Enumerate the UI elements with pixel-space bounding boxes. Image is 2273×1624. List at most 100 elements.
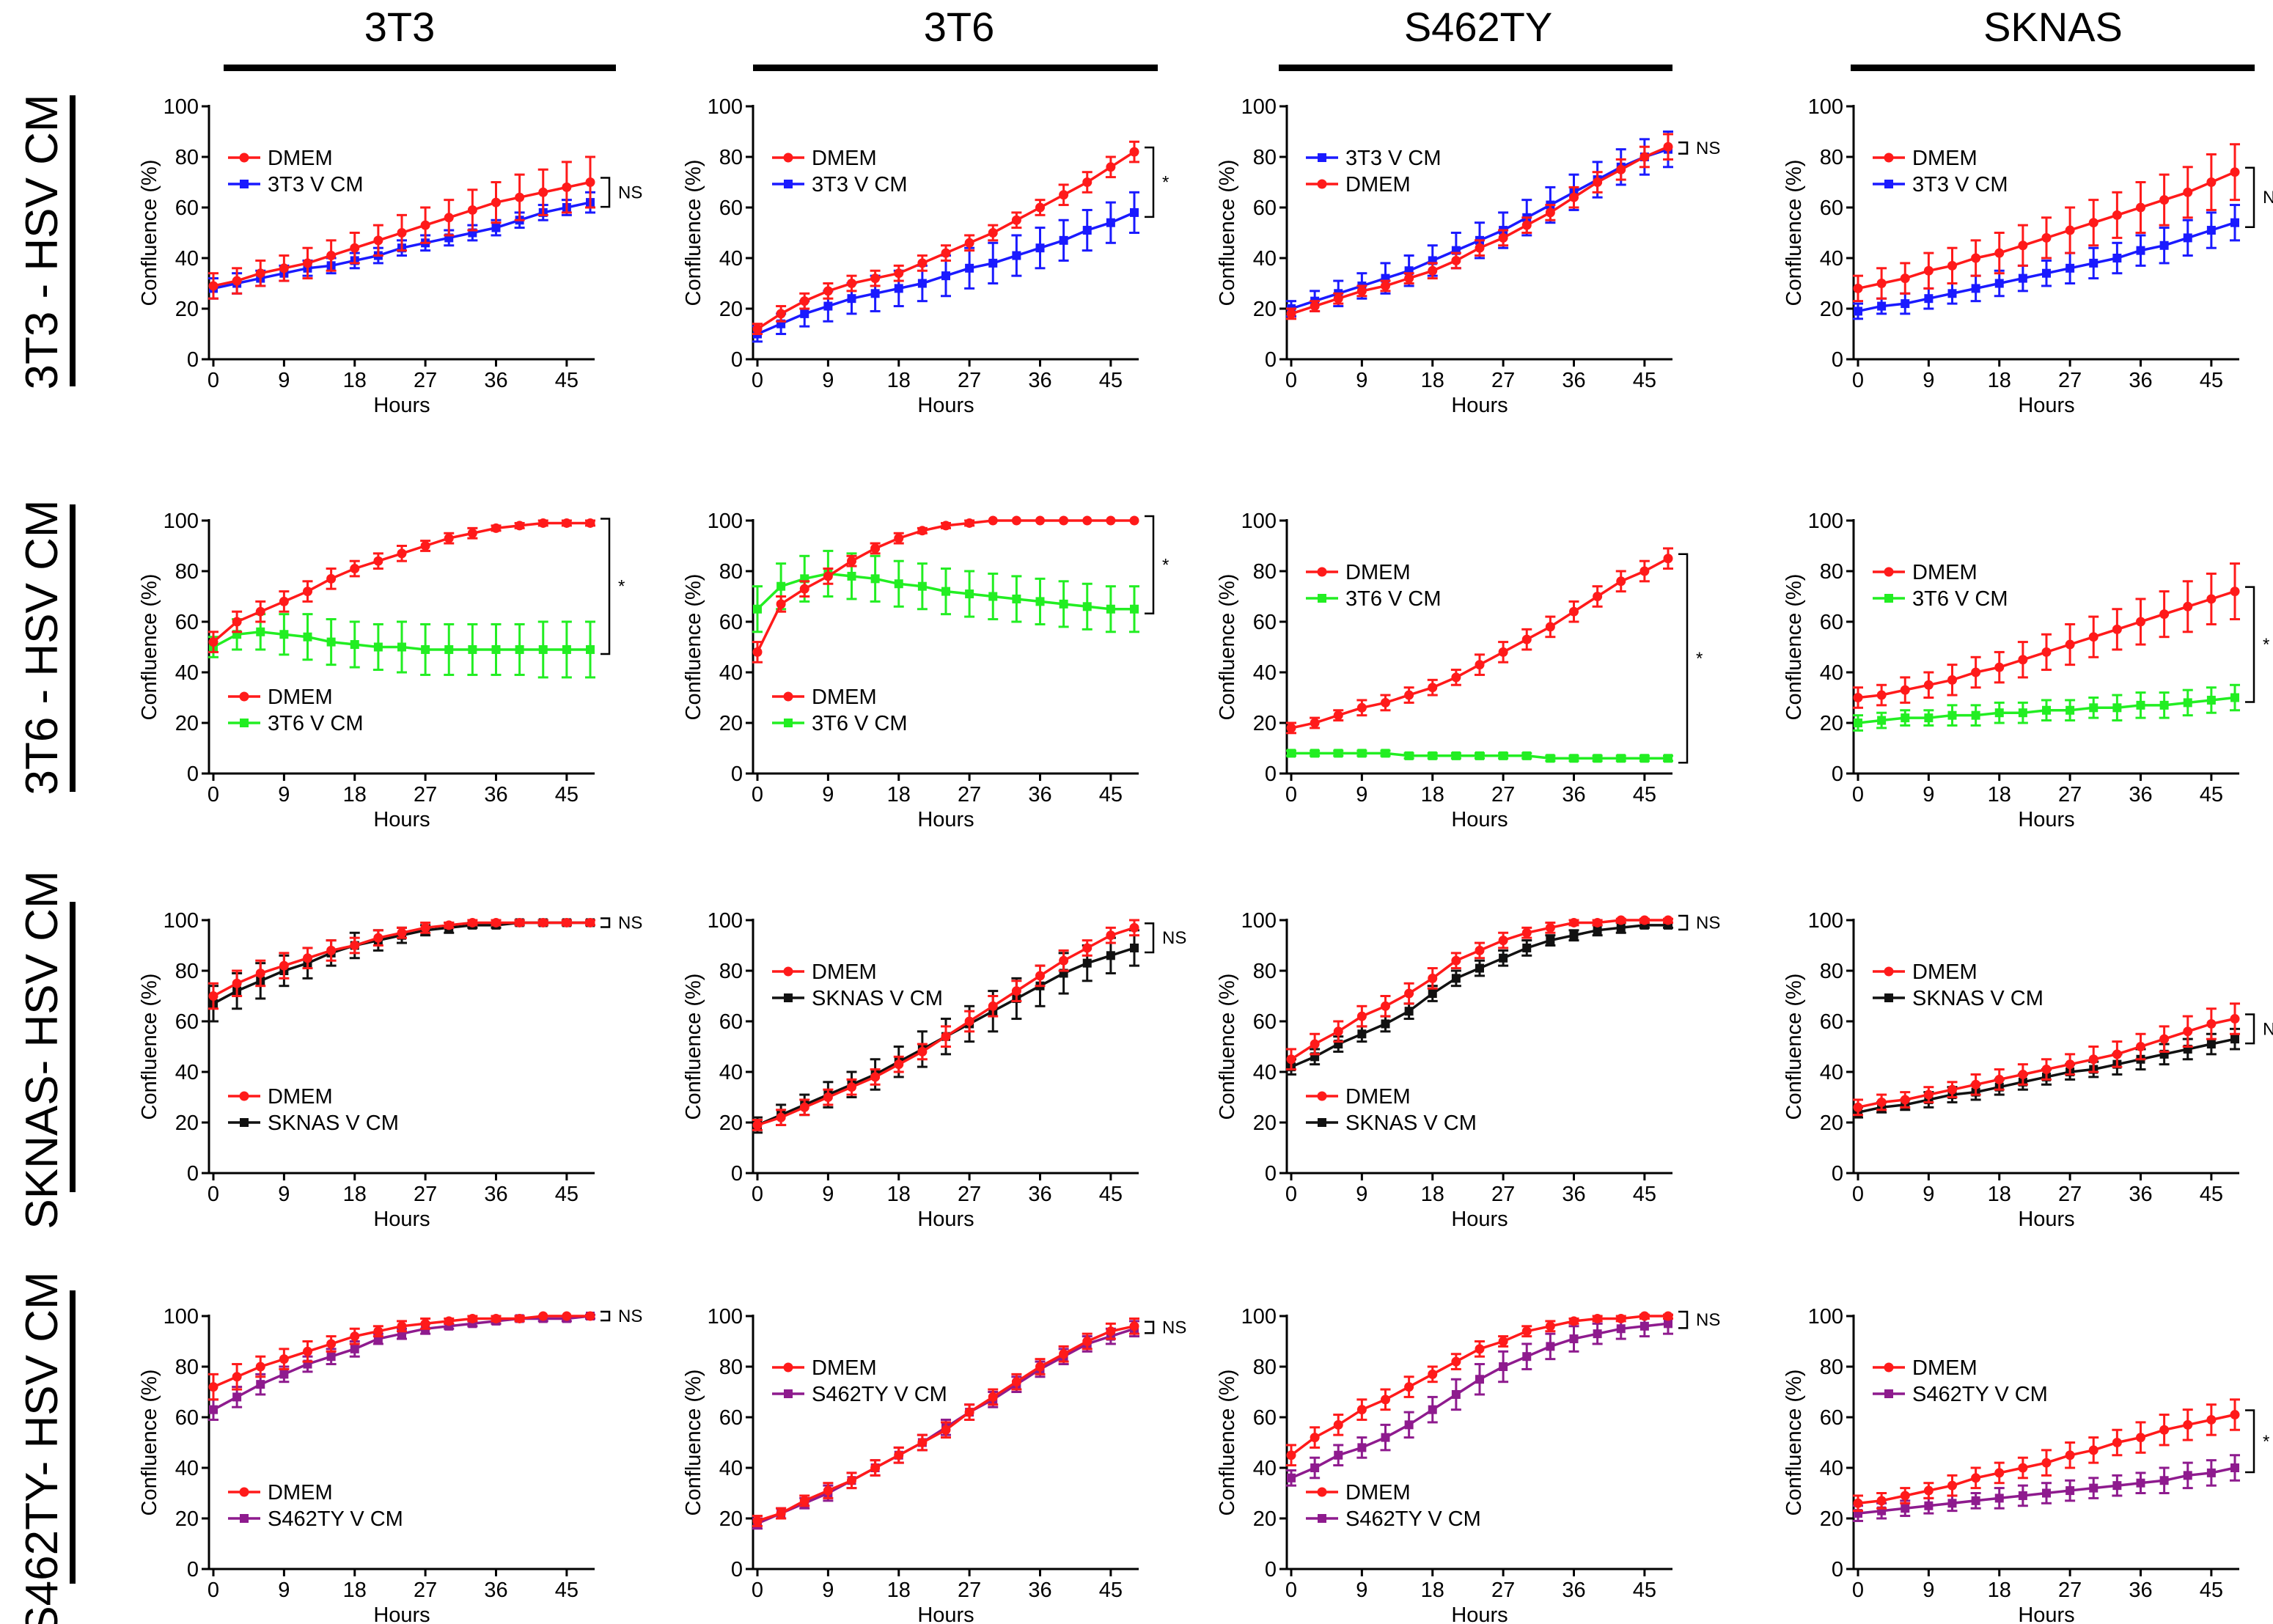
data-point xyxy=(1569,917,1579,927)
y-tick-label: 80 xyxy=(1253,560,1277,584)
data-point xyxy=(1616,1324,1626,1334)
y-tick-label: 80 xyxy=(1820,146,1843,169)
x-tick-label: 36 xyxy=(484,783,507,807)
data-point xyxy=(585,1311,595,1321)
data-point xyxy=(1569,1316,1579,1326)
series-3t6-v-cm xyxy=(208,613,595,679)
col-title-3t3: 3T3 xyxy=(364,4,436,50)
data-point xyxy=(1616,915,1626,925)
y-tick-label: 40 xyxy=(1820,1061,1843,1084)
data-point xyxy=(303,587,312,597)
data-point xyxy=(917,258,928,268)
data-point xyxy=(1428,683,1438,693)
x-axis-label: Hours xyxy=(2018,1208,2074,1231)
data-point xyxy=(1106,604,1115,614)
y-tick-label: 60 xyxy=(1253,196,1277,220)
data-point xyxy=(1059,190,1069,200)
x-tick-label: 0 xyxy=(1285,1183,1297,1206)
y-tick-label: 0 xyxy=(1265,1162,1277,1186)
y-tick-label: 60 xyxy=(175,196,199,220)
data-point xyxy=(1130,207,1139,217)
data-point xyxy=(2041,232,2052,243)
row-bar-s462ty xyxy=(70,1290,76,1584)
data-point xyxy=(2065,1059,2075,1070)
data-point xyxy=(1106,951,1115,960)
data-point xyxy=(941,1425,951,1435)
legend-marker xyxy=(1318,594,1326,603)
data-point xyxy=(2159,1425,2170,1435)
x-tick-label: 27 xyxy=(414,1183,437,1206)
x-tick-label: 18 xyxy=(1421,1183,1444,1206)
y-tick-label: 80 xyxy=(719,1356,743,1379)
significance-bracket: NS xyxy=(1678,139,1720,158)
data-point xyxy=(2183,1471,2192,1480)
series-3t6-v-cm xyxy=(1853,683,2240,732)
data-point xyxy=(1011,986,1021,996)
data-point xyxy=(1082,602,1092,611)
data-point xyxy=(2206,177,2217,187)
data-point xyxy=(2065,1450,2075,1461)
legend-marker xyxy=(1884,1362,1894,1373)
data-point xyxy=(776,1112,786,1123)
x-axis-label: Hours xyxy=(1451,394,1508,417)
data-point xyxy=(326,1339,337,1349)
data-point xyxy=(823,301,833,311)
significance-label: NS xyxy=(2263,188,2273,207)
data-point xyxy=(1900,1095,1910,1105)
data-point xyxy=(965,589,974,599)
data-point xyxy=(232,276,242,286)
data-point xyxy=(232,978,242,988)
data-point xyxy=(1947,1084,1957,1095)
x-tick-label: 27 xyxy=(2058,783,2082,807)
y-tick-label: 100 xyxy=(1241,95,1277,119)
data-point xyxy=(1639,915,1650,925)
data-point xyxy=(350,564,360,574)
series-3t3-v-cm xyxy=(752,191,1139,343)
legend-label: S462TY V CM xyxy=(812,1383,947,1406)
data-point xyxy=(397,548,407,559)
data-point xyxy=(1853,693,1863,702)
data-point xyxy=(1877,301,1887,311)
legend-label: DMEM xyxy=(1345,1481,1411,1504)
data-point xyxy=(870,273,881,284)
y-tick-label: 40 xyxy=(1253,1457,1277,1480)
data-point xyxy=(1901,713,1910,723)
data-point xyxy=(1012,251,1021,260)
bracket-line xyxy=(2245,586,2255,703)
data-point xyxy=(941,587,950,596)
data-point xyxy=(350,640,359,650)
data-point xyxy=(1106,218,1115,227)
data-point xyxy=(2159,1034,2170,1044)
x-axis-label: Hours xyxy=(917,808,974,831)
chart-panels: 0 20 40 60 80 100 0 9 18 27 36 45 Hours Confluence (%… xyxy=(138,95,2273,1624)
data-point xyxy=(1664,1319,1672,1329)
y-tick-label: 40 xyxy=(175,661,199,685)
data-point xyxy=(847,1475,856,1485)
data-point xyxy=(1357,1443,1367,1452)
data-point xyxy=(491,644,501,654)
data-point xyxy=(2230,1463,2239,1472)
data-point xyxy=(1451,751,1461,760)
data-point xyxy=(1475,1344,1485,1354)
x-tick-label: 18 xyxy=(343,1579,367,1602)
y-axis-label: Confluence (%) xyxy=(1782,1370,1806,1516)
legend: DMEM S462TY V CM xyxy=(772,1356,947,1406)
data-point xyxy=(2136,700,2145,710)
legend-label: SKNAS V CM xyxy=(1912,987,2044,1010)
data-point xyxy=(562,182,572,192)
y-tick-label: 100 xyxy=(1241,510,1277,533)
y-tick-label: 0 xyxy=(187,1558,199,1581)
y-tick-label: 60 xyxy=(719,196,743,220)
data-point xyxy=(2112,210,2122,220)
series-dmem xyxy=(208,518,595,653)
y-tick-label: 80 xyxy=(1253,146,1277,169)
series-dmem xyxy=(1853,1398,2240,1513)
data-point xyxy=(303,1346,312,1356)
legend-label: SKNAS V CM xyxy=(268,1112,399,1135)
data-point xyxy=(279,1370,289,1379)
legend-marker xyxy=(783,1362,793,1373)
data-point xyxy=(1082,1337,1093,1346)
data-point xyxy=(1451,1356,1461,1367)
x-tick-label: 45 xyxy=(1633,369,1656,392)
data-point xyxy=(2230,1014,2240,1024)
